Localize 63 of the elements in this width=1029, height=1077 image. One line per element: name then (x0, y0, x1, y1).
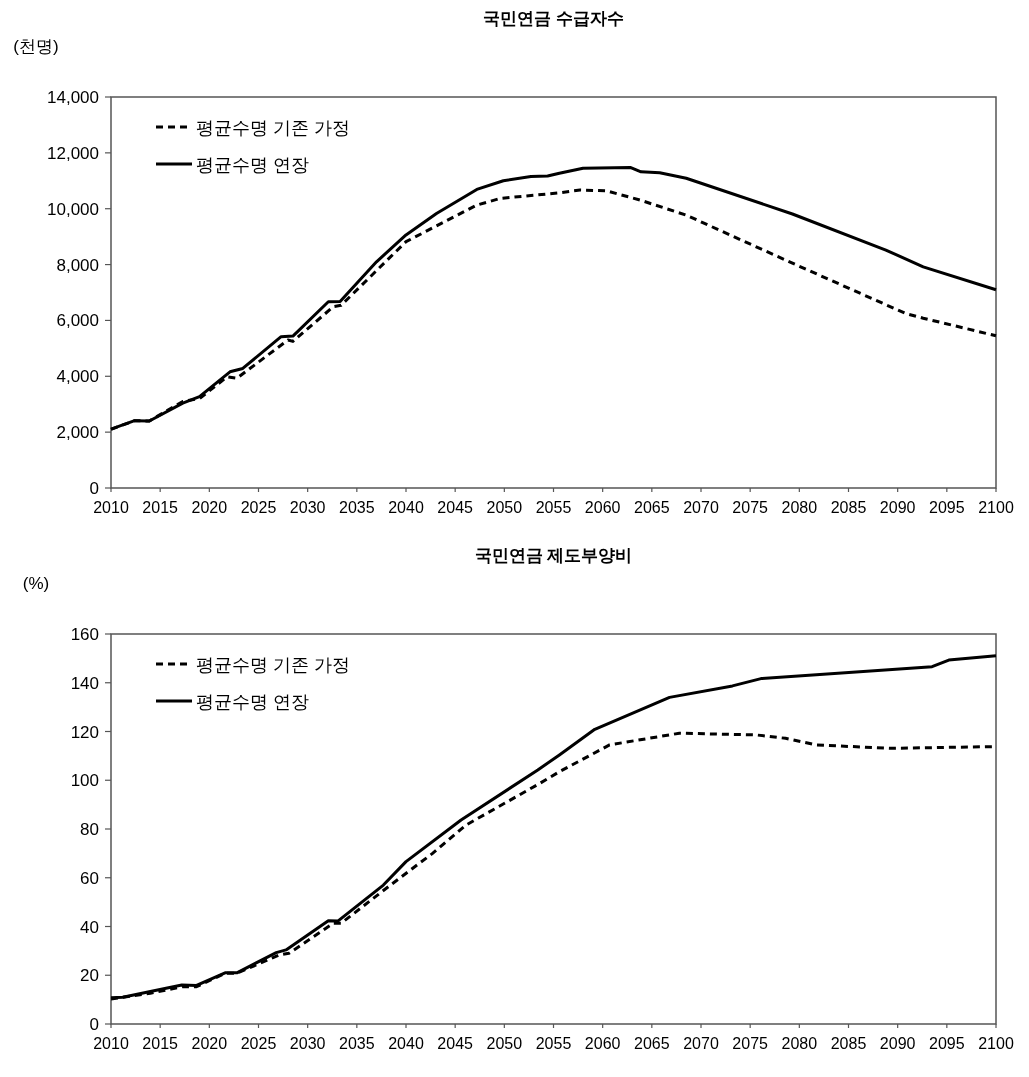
x-tick-label: 2100 (978, 499, 1014, 516)
x-tick-label: 2030 (289, 1035, 326, 1052)
x-tick-label: 2055 (535, 499, 572, 516)
y-tick-label: 10,000 (47, 199, 99, 219)
y-tick-label: 4,000 (56, 367, 99, 387)
x-tick-label: 2015 (142, 1035, 179, 1052)
y-tick-label: 8,000 (56, 255, 99, 275)
y-tick-label: 20 (80, 966, 99, 986)
y-tick-label: 80 (80, 820, 99, 839)
y-tick-label: 6,000 (56, 311, 99, 331)
x-tick-label: 2095 (929, 1035, 965, 1052)
y-tick-label: 60 (80, 868, 99, 888)
x-tick-label: 2025 (240, 499, 277, 516)
y-tick-label: 140 (70, 673, 99, 693)
y-tick-label: 40 (80, 917, 99, 937)
x-tick-label: 2075 (732, 1035, 769, 1052)
x-tick-label: 2060 (584, 1035, 621, 1052)
y-tick-label: 12,000 (47, 143, 99, 163)
x-tick-label: 2055 (535, 1035, 572, 1052)
legend-label: 평균수명 기존 가정 (196, 655, 351, 675)
x-tick-label: 2025 (240, 1035, 277, 1052)
chart-title: 국민연금 수급자수 (483, 9, 624, 28)
x-tick-label: 2080 (781, 1035, 818, 1052)
x-tick-label: 2050 (486, 1035, 523, 1052)
y-tick-label: 2,000 (56, 423, 99, 443)
x-tick-label: 2010 (93, 1035, 129, 1052)
y-axis-title: (천명) (13, 37, 59, 56)
x-tick-label: 2085 (830, 499, 867, 516)
x-tick-label: 2010 (93, 499, 129, 516)
y-tick-label: 0 (89, 1015, 99, 1034)
y-tick-label: 0 (89, 479, 99, 498)
x-tick-label: 2020 (191, 499, 228, 516)
x-tick-label: 2060 (584, 499, 621, 516)
x-tick-label: 2045 (437, 499, 474, 516)
x-tick-label: 2035 (339, 1035, 375, 1052)
x-tick-label: 2040 (388, 499, 424, 516)
x-tick-label: 2070 (683, 1035, 719, 1052)
y-axis-title: (%) (22, 574, 50, 593)
x-tick-label: 2015 (142, 499, 179, 516)
x-tick-label: 2035 (339, 499, 375, 516)
y-tick-label: 120 (70, 722, 99, 742)
x-tick-label: 2030 (289, 499, 326, 516)
x-tick-label: 2085 (830, 1035, 867, 1052)
x-tick-label: 2100 (978, 1035, 1014, 1052)
y-tick-label: 14,000 (47, 88, 99, 107)
x-tick-label: 2045 (437, 1035, 474, 1052)
x-tick-label: 2065 (634, 499, 670, 516)
x-tick-label: 2090 (879, 1035, 916, 1052)
legend-label: 평균수명 연장 (196, 692, 310, 712)
x-tick-label: 2050 (486, 499, 523, 516)
legend-label: 평균수명 연장 (196, 155, 310, 175)
chart-title: 국민연금 제도부양비 (474, 546, 633, 565)
x-tick-label: 2090 (879, 499, 916, 516)
x-tick-label: 2095 (929, 499, 965, 516)
y-tick-label: 160 (70, 625, 99, 644)
x-tick-label: 2020 (191, 1035, 228, 1052)
y-tick-label: 100 (70, 771, 99, 791)
x-tick-label: 2070 (683, 499, 719, 516)
x-tick-label: 2080 (781, 499, 818, 516)
x-tick-label: 2075 (732, 499, 769, 516)
x-tick-label: 2065 (634, 1035, 670, 1052)
x-tick-label: 2040 (388, 1035, 424, 1052)
legend-label: 평균수명 기존 가정 (196, 118, 351, 138)
